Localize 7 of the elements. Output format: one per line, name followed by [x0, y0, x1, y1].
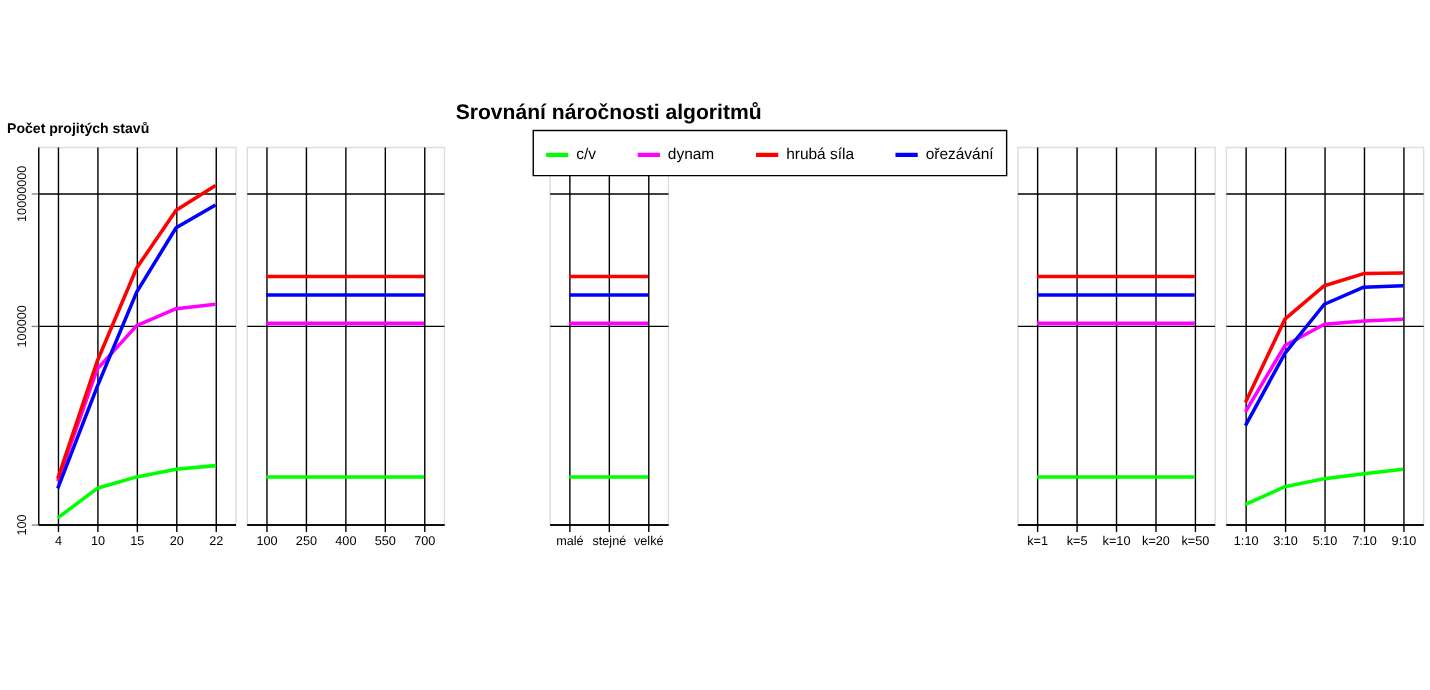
- legend-label: c/v: [576, 145, 597, 164]
- legend-label: hrubá síla: [786, 145, 856, 164]
- line-series: [56, 463, 218, 520]
- legend-label: dynam: [667, 145, 715, 164]
- line-series: [56, 302, 218, 483]
- chart-title: Srovnání náročnosti algoritmů: [455, 101, 762, 126]
- legend-label: ořezávání: [925, 145, 996, 164]
